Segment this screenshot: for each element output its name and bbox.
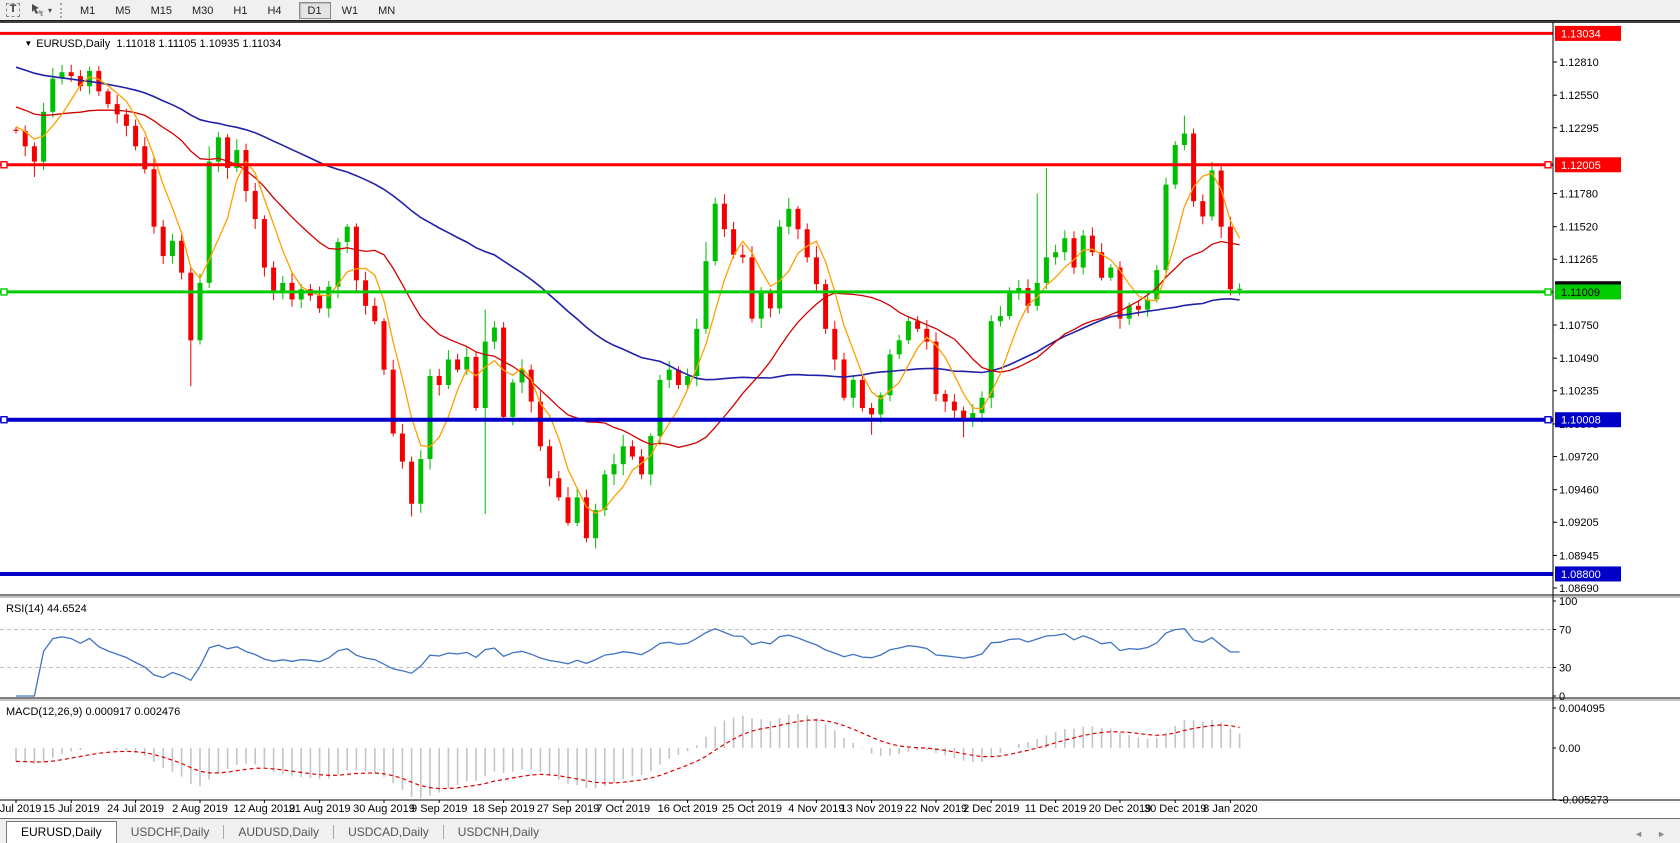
svg-text:30 Aug 2019: 30 Aug 2019 [353,803,415,815]
svg-text:8 Jan 2020: 8 Jan 2020 [1203,803,1257,815]
svg-text:0: 0 [1559,691,1565,703]
svg-text:30 Dec 2019: 30 Dec 2019 [1144,803,1206,815]
arrows-icon [32,4,44,16]
svg-text:1.11009: 1.11009 [1561,287,1600,299]
timeframe-button-m5[interactable]: M5 [106,2,139,19]
svg-text:13 Nov 2019: 13 Nov 2019 [840,803,902,815]
svg-text:1.08690: 1.08690 [1559,583,1599,595]
macd-indicator-label: MACD(12,26,9) 0.000917 0.002476 [6,706,181,718]
dropdown-caret-icon: ▾ [48,5,53,15]
timeframe-button-mn[interactable]: MN [369,2,404,19]
chart-tabs: EURUSD,Daily USDCHF,Daily AUDUSD,Daily USDC… [0,821,553,843]
svg-text:7 Oct 2019: 7 Oct 2019 [596,803,650,815]
svg-text:1.10750: 1.10750 [1559,320,1599,332]
svg-text:1.09460: 1.09460 [1559,485,1599,497]
chart-title-marker-icon: ▼ [24,39,33,48]
svg-text:27 Sep 2019: 27 Sep 2019 [537,803,599,815]
arrows-tool-button[interactable]: ▾ [27,1,55,19]
timeframe-button-h1[interactable]: H1 [224,2,256,19]
svg-text:5 Jul 2019: 5 Jul 2019 [0,803,41,815]
timeframe-button-m30[interactable]: M30 [183,2,222,19]
svg-text:18 Sep 2019: 18 Sep 2019 [472,803,534,815]
svg-text:0.00: 0.00 [1559,743,1580,755]
svg-text:1.12550: 1.12550 [1559,90,1599,102]
svg-text:1.09205: 1.09205 [1559,517,1599,529]
svg-text:1.10235: 1.10235 [1559,386,1599,398]
tab-usdcad-daily[interactable]: USDCAD,Daily [348,825,429,839]
tab-usdcnh-daily[interactable]: USDCNH,Daily [457,825,540,839]
tab-audusd-daily[interactable]: AUDUSD,Daily [238,825,320,839]
svg-text:1.11780: 1.11780 [1559,189,1598,201]
svg-text:1.08800: 1.08800 [1561,569,1601,581]
svg-text:12 Aug 2019: 12 Aug 2019 [234,803,296,815]
svg-text:1.11265: 1.11265 [1559,254,1598,266]
tab-divider [442,825,444,839]
timeframe-button-m15[interactable]: M15 [142,2,181,19]
svg-text:1.10490: 1.10490 [1559,353,1599,365]
svg-text:30: 30 [1559,663,1571,675]
tab-scroll-left-arrow[interactable]: ◄ [1634,829,1644,839]
toolbar-grip [60,2,65,18]
tab-usdchf-daily[interactable]: USDCHF,Daily [130,825,210,839]
svg-text:2 Dec 2019: 2 Dec 2019 [963,803,1019,815]
svg-text:1.12005: 1.12005 [1561,160,1601,172]
svg-text:15 Jul 2019: 15 Jul 2019 [43,803,100,815]
svg-text:2 Aug 2019: 2 Aug 2019 [172,803,228,815]
timeframe-button-group: M1 M5 M15 M30 H1 H4 D1 W1 MN [70,1,405,20]
tab-scroll-right-arrow[interactable]: ► [1657,829,1666,839]
timeframe-button-d1[interactable]: D1 [298,2,331,20]
text-label-tool-button[interactable]: T [1,1,25,19]
svg-text:1.13034: 1.13034 [1561,28,1601,40]
toolbar: T ▾ M1 M5 M15 M30 H1 H4 D1 W1 MN [0,0,1680,21]
svg-text:11 Dec 2019: 11 Dec 2019 [1025,803,1087,815]
chart-tab-bar: EURUSD,Daily USDCHF,Daily AUDUSD,Daily USDC… [0,818,1680,843]
svg-text:1.12810: 1.12810 [1559,57,1599,69]
text-tool-icon: T [5,3,21,17]
rsi-indicator-label: RSI(14) 44.6524 [6,603,87,615]
svg-text:16 Oct 2019: 16 Oct 2019 [658,803,718,815]
svg-text:1.10008: 1.10008 [1561,415,1601,427]
svg-text:1.12295: 1.12295 [1559,123,1599,135]
svg-text:20 Dec 2019: 20 Dec 2019 [1089,803,1151,815]
svg-text:25 Oct 2019: 25 Oct 2019 [722,803,782,815]
timeframe-button-w1[interactable]: W1 [333,2,368,19]
svg-text:21 Aug 2019: 21 Aug 2019 [289,803,351,815]
svg-text:1.08945: 1.08945 [1559,550,1599,562]
chart-title-symbol: EURUSD,Daily [36,38,111,50]
tab-eurusd-daily[interactable]: EURUSD,Daily [6,821,117,843]
svg-text:-0.005273: -0.005273 [1559,794,1609,806]
tab-divider [223,825,225,839]
svg-text:24 Jul 2019: 24 Jul 2019 [107,803,164,815]
svg-text:9 Sep 2019: 9 Sep 2019 [411,803,467,815]
svg-text:1.11520: 1.11520 [1559,222,1598,234]
chart-canvas[interactable]: 1.12810 1.12550 1.12295 1.11780 1.11520 1.112… [0,21,1680,818]
svg-text:1.09720: 1.09720 [1559,451,1599,463]
timeframe-button-h4[interactable]: H4 [258,2,290,19]
svg-text:70: 70 [1559,625,1571,637]
svg-text:4 Nov 2019: 4 Nov 2019 [788,803,844,815]
svg-text:100: 100 [1559,596,1577,608]
svg-text:22 Nov 2019: 22 Nov 2019 [905,803,967,815]
tab-divider [333,825,335,839]
chart-window: 1.12810 1.12550 1.12295 1.11780 1.11520 1.112… [0,21,1680,818]
chart-title-ohlc: 1.11018 1.11105 1.10935 1.11034 [116,38,282,50]
svg-text:0.004095: 0.004095 [1559,703,1605,715]
timeframe-button-m1[interactable]: M1 [71,2,104,19]
chart-title: ▼ EURUSD,Daily 1.11018 1.11105 1.10935 1.… [6,26,281,62]
